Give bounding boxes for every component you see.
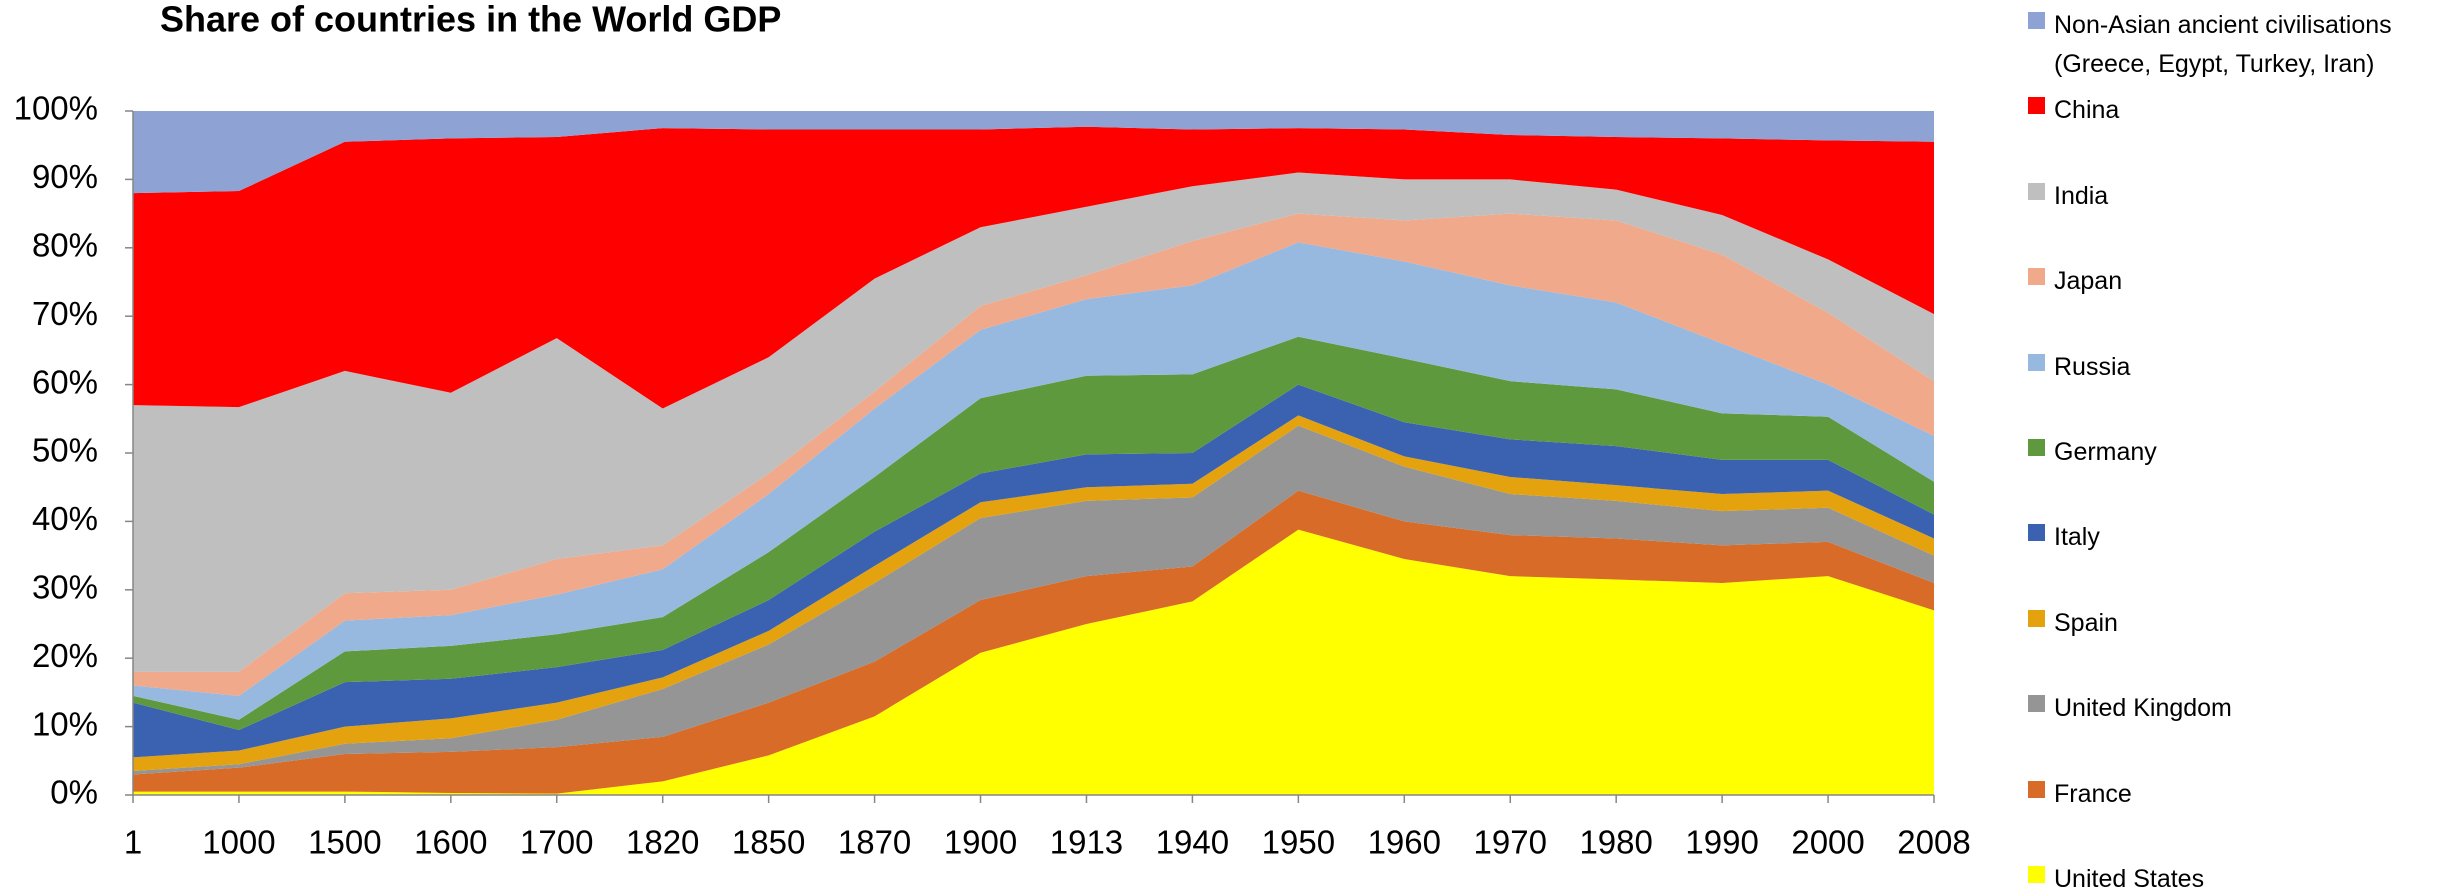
legend-item: Spain (2028, 604, 2453, 643)
x-tick-label: 1913 (1050, 824, 1123, 861)
legend-label: Japan (2054, 267, 2123, 296)
legend-item: Japan (2028, 262, 2453, 301)
area (133, 126, 1934, 409)
y-tick-label: 20% (32, 637, 98, 674)
y-tick-label: 80% (32, 227, 98, 264)
area (133, 529, 1934, 795)
legend-swatch (2028, 695, 2045, 713)
x-tick-label: 1700 (520, 824, 593, 861)
x-tick-label: 1600 (414, 824, 487, 861)
legend-label: France (2054, 779, 2132, 808)
y-tick-label: 90% (32, 158, 98, 195)
area (133, 384, 1934, 758)
legend-item: Italy (2028, 518, 2453, 557)
x-tick-label: 1950 (1262, 824, 1335, 861)
legend-swatch (2028, 780, 2045, 798)
legend-swatch (2028, 182, 2045, 200)
x-tick-label: 1870 (838, 824, 911, 861)
area (133, 415, 1934, 772)
legend-label: United States (2054, 865, 2205, 890)
x-tick-label: 1960 (1368, 824, 1441, 861)
legend-label: Non-Asian ancient civilisations (Greece,… (2054, 11, 2392, 78)
legend-item: United States (2028, 860, 2453, 890)
area (133, 111, 1934, 194)
y-tick-label: 40% (32, 500, 98, 537)
legend-label: Russia (2054, 352, 2131, 381)
x-tick-label: 1990 (1685, 824, 1758, 861)
area (133, 490, 1934, 794)
x-tick-label: 2000 (1791, 824, 1864, 861)
legend-label: United Kingdom (2054, 694, 2232, 723)
legend-label: Spain (2054, 608, 2118, 637)
areas (133, 111, 1934, 795)
y-tick-label: 50% (32, 432, 98, 469)
legend-item: China (2028, 91, 2453, 130)
y-tick-label: 100% (14, 90, 98, 127)
legend-item: United Kingdom (2028, 689, 2453, 728)
legend-item: France (2028, 775, 2453, 814)
y-tick-label: 60% (32, 363, 98, 400)
legend-swatch (2028, 353, 2045, 371)
x-tick-label: 1500 (308, 824, 381, 861)
x-tick-label: 1820 (626, 824, 699, 861)
area (133, 213, 1934, 696)
legend-item: Russia (2028, 348, 2453, 387)
area (133, 172, 1934, 672)
legend-label: India (2054, 181, 2109, 210)
legend-swatch (2028, 12, 2045, 29)
x-tick-label: 2008 (1897, 824, 1970, 861)
y-tick-label: 0% (50, 774, 98, 811)
legend-label: China (2054, 96, 2120, 125)
x-tick-label: 1 (124, 824, 142, 861)
x-tick-label: 1900 (944, 824, 1017, 861)
x-tick-label: 1000 (202, 824, 275, 861)
legend-label: Italy (2054, 523, 2100, 552)
x-tick-label: 1970 (1474, 824, 1547, 861)
y-tick-label: 70% (32, 295, 98, 332)
legend-swatch (2028, 609, 2045, 627)
legend-item: India (2028, 177, 2453, 216)
legend-item: Germany (2028, 433, 2453, 472)
x-tick-label: 1850 (732, 824, 805, 861)
legend-swatch (2028, 439, 2045, 456)
y-tick-label: 10% (32, 705, 98, 742)
legend-swatch (2028, 268, 2045, 286)
area (133, 242, 1934, 720)
area (133, 336, 1934, 731)
legend-swatch (2028, 97, 2045, 115)
legend-item: Non-Asian ancient civilisations (Greece,… (2028, 6, 2453, 84)
x-tick-label: 1940 (1156, 824, 1229, 861)
x-tick-label: 1980 (1579, 824, 1652, 861)
legend-swatch (2028, 524, 2045, 542)
area (133, 425, 1934, 775)
legend-swatch (2028, 866, 2045, 883)
y-tick-label: 30% (32, 569, 98, 606)
chart-title: Share of countries in the World GDP (160, 0, 781, 40)
legend-label: Germany (2054, 438, 2157, 466)
